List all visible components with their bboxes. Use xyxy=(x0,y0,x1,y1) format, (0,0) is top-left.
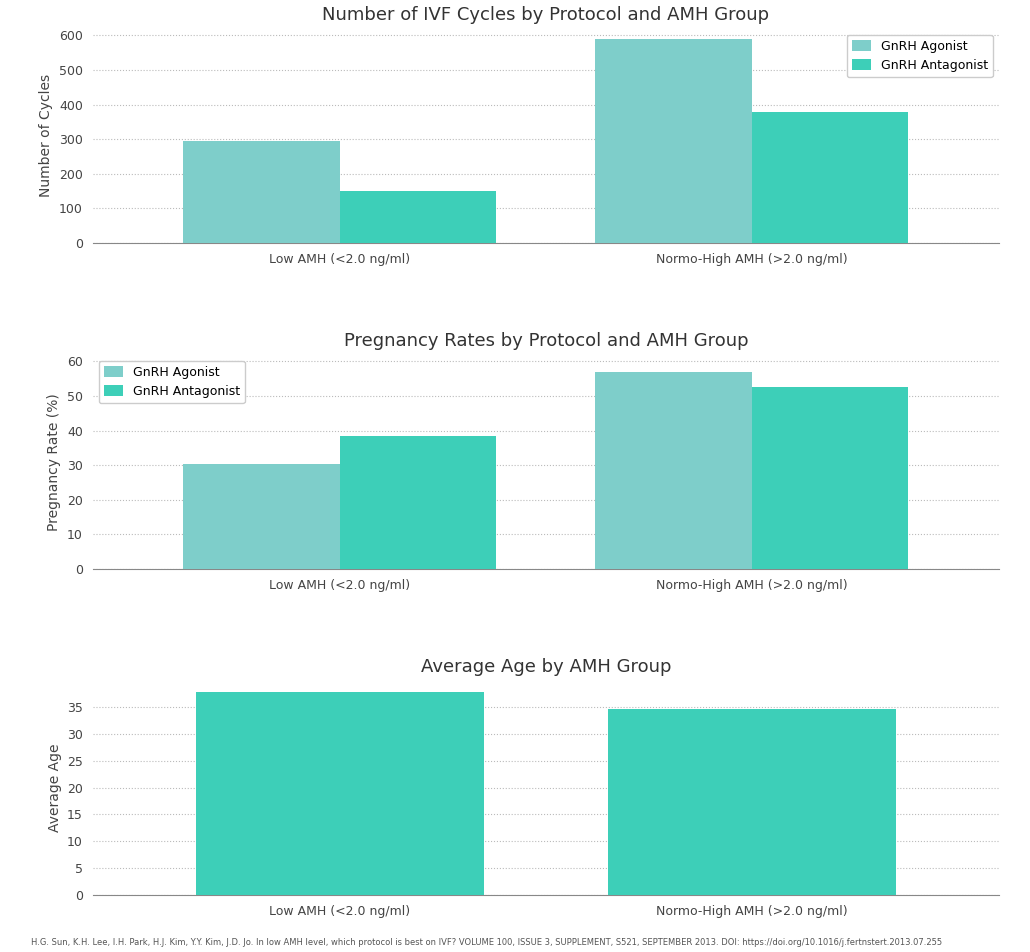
Title: Average Age by AMH Group: Average Age by AMH Group xyxy=(420,658,672,676)
Legend: GnRH Agonist, GnRH Antagonist: GnRH Agonist, GnRH Antagonist xyxy=(847,35,993,77)
Bar xyxy=(595,372,752,569)
Text: H.G. Sun, K.H. Lee, I.H. Park, H.J. Kim, Y.Y. Kim, J.D. Jo. In low AMH level, wh: H.G. Sun, K.H. Lee, I.H. Park, H.J. Kim,… xyxy=(31,939,942,947)
Y-axis label: Average Age: Average Age xyxy=(47,744,62,832)
Y-axis label: Number of Cycles: Number of Cycles xyxy=(39,74,54,197)
Y-axis label: Pregnancy Rate (%): Pregnancy Rate (%) xyxy=(47,393,62,530)
Title: Pregnancy Rates by Protocol and AMH Group: Pregnancy Rates by Protocol and AMH Grou… xyxy=(344,332,748,350)
Bar xyxy=(752,387,908,569)
Title: Number of IVF Cycles by Protocol and AMH Group: Number of IVF Cycles by Protocol and AMH… xyxy=(322,7,769,24)
Bar xyxy=(340,436,496,569)
Bar xyxy=(608,709,896,895)
Bar xyxy=(183,141,340,243)
Legend: GnRH Agonist, GnRH Antagonist: GnRH Agonist, GnRH Antagonist xyxy=(99,361,245,403)
Bar xyxy=(196,692,484,895)
Bar xyxy=(183,465,340,569)
Bar xyxy=(340,191,496,243)
Bar xyxy=(752,112,908,243)
Bar xyxy=(595,39,752,243)
